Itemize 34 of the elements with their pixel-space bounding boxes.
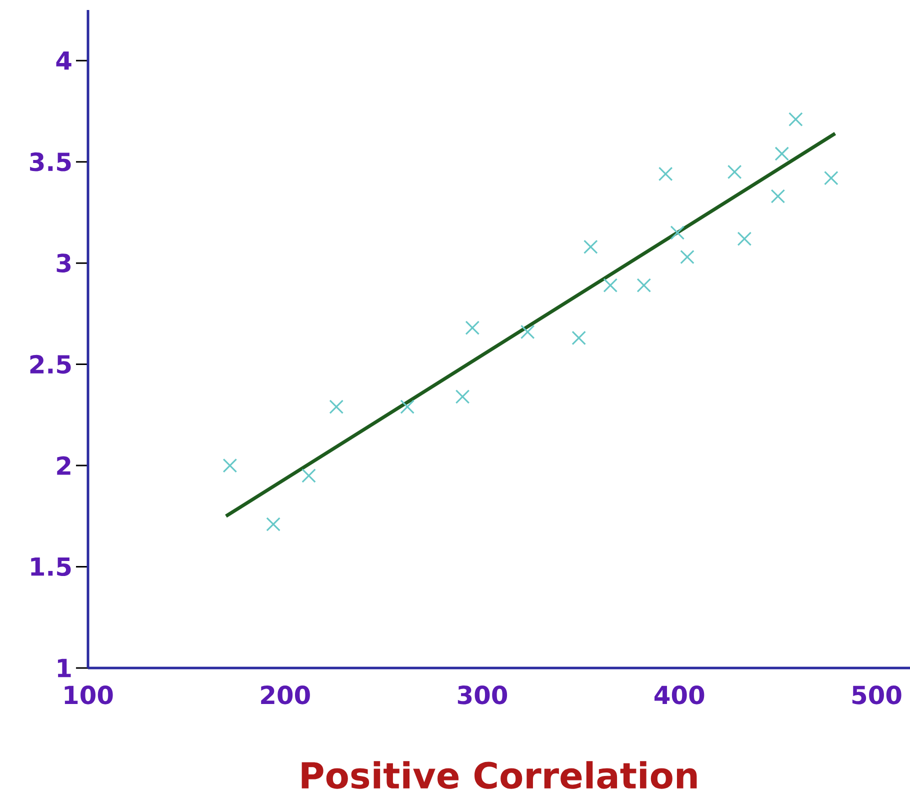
y-tick-label: 4: [56, 52, 72, 70]
point: [572, 330, 586, 346]
point: [727, 164, 742, 180]
point: [737, 232, 752, 246]
y-tick-label: 2.5: [30, 354, 71, 374]
y-tick-label: 1.5: [31, 558, 71, 576]
point: [584, 240, 598, 254]
x-tick-label: 500: [852, 686, 902, 704]
y-tick-label: 3: [56, 254, 70, 272]
point: [658, 166, 673, 182]
point: [636, 278, 652, 293]
point: [400, 400, 415, 414]
point: [770, 189, 786, 204]
point: [222, 458, 238, 473]
point: [670, 226, 685, 240]
x-tick-label: 200: [261, 686, 310, 704]
x-tick-label: 100: [64, 686, 113, 704]
point: [455, 390, 470, 404]
point: [302, 468, 316, 483]
point: [266, 517, 280, 532]
x-axis-title: Positive Correlation: [302, 761, 697, 789]
y-tick-label: 3.5: [30, 152, 71, 172]
point: [520, 324, 535, 340]
x-tick-label: 300: [458, 686, 508, 704]
y-tick-label: 2: [57, 456, 70, 475]
point: [774, 146, 790, 161]
point: [603, 278, 618, 293]
x-tick-label: 400: [654, 686, 704, 704]
point: [329, 400, 344, 414]
point: [788, 112, 803, 126]
point: [465, 320, 480, 336]
point: [680, 250, 694, 264]
point: [824, 170, 838, 186]
y-tick-label: 1: [58, 658, 71, 678]
